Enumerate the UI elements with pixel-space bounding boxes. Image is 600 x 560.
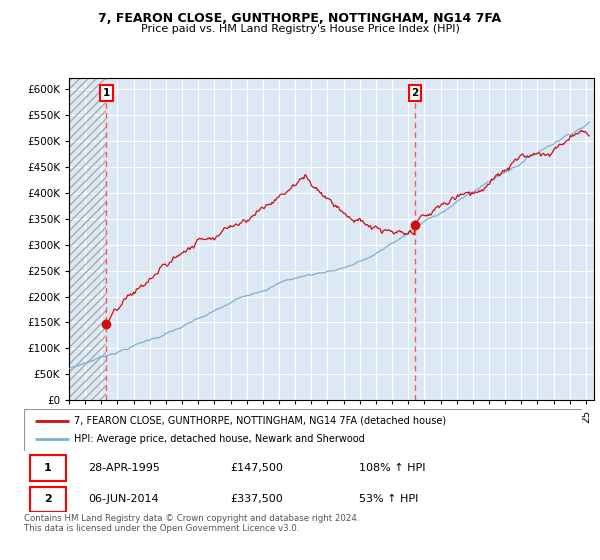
Text: 1: 1 <box>44 463 52 473</box>
Text: Price paid vs. HM Land Registry's House Price Index (HPI): Price paid vs. HM Land Registry's House … <box>140 24 460 34</box>
Text: Contains HM Land Registry data © Crown copyright and database right 2024.
This d: Contains HM Land Registry data © Crown c… <box>24 514 359 534</box>
FancyBboxPatch shape <box>29 455 66 480</box>
Text: £147,500: £147,500 <box>230 463 283 473</box>
Text: 2: 2 <box>44 494 52 505</box>
FancyBboxPatch shape <box>24 409 582 451</box>
FancyBboxPatch shape <box>29 487 66 512</box>
Bar <box>69 78 106 400</box>
Text: 7, FEARON CLOSE, GUNTHORPE, NOTTINGHAM, NG14 7FA: 7, FEARON CLOSE, GUNTHORPE, NOTTINGHAM, … <box>98 12 502 25</box>
Bar <box>69 78 106 400</box>
Text: 7, FEARON CLOSE, GUNTHORPE, NOTTINGHAM, NG14 7FA (detached house): 7, FEARON CLOSE, GUNTHORPE, NOTTINGHAM, … <box>74 416 446 426</box>
Text: 53% ↑ HPI: 53% ↑ HPI <box>359 494 418 505</box>
Text: 1: 1 <box>103 88 110 98</box>
Text: £337,500: £337,500 <box>230 494 283 505</box>
Text: 06-JUN-2014: 06-JUN-2014 <box>88 494 159 505</box>
Text: HPI: Average price, detached house, Newark and Sherwood: HPI: Average price, detached house, Newa… <box>74 434 365 444</box>
Text: 108% ↑ HPI: 108% ↑ HPI <box>359 463 425 473</box>
Text: 28-APR-1995: 28-APR-1995 <box>88 463 160 473</box>
Text: 2: 2 <box>412 88 419 98</box>
